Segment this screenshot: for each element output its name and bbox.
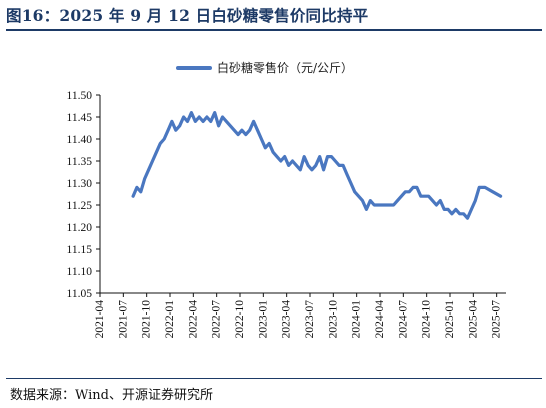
y-tick-label: 11.05 [67, 288, 93, 300]
y-tick-label: 11.45 [67, 112, 93, 124]
y-tick-label: 11.30 [67, 178, 93, 190]
footer-divider [6, 378, 542, 379]
x-tick-label: 2022-04 [187, 300, 199, 339]
x-tick-label: 2022-10 [234, 300, 246, 339]
chart-title: 图16：2025 年 9 月 12 日白砂糖零售价同比持平 [6, 6, 369, 25]
x-tick-label: 2024-01 [351, 300, 363, 339]
title-divider [6, 29, 542, 31]
x-tick-label: 2025-04 [467, 300, 479, 339]
y-tick-label: 11.20 [67, 222, 93, 234]
legend-label: 白砂糖零售价（元/公斤） [217, 60, 353, 75]
legend: 白砂糖零售价（元/公斤） [176, 60, 353, 75]
series-line-0 [131, 111, 503, 220]
y-axis: 11.50 11.45 11.40 11.35 11.30 11.25 11.20 11.15… [67, 90, 101, 300]
series-layer [131, 111, 503, 220]
x-axis: 2021-04 2021-07 2021-10 2022-01 2022-04 2022-… [94, 292, 506, 339]
x-tick-label: 2022-01 [164, 300, 176, 339]
x-tick-label: 2023-04 [281, 300, 293, 339]
x-tick-label: 2023-07 [304, 300, 316, 339]
x-tick-label: 2025-01 [444, 300, 456, 339]
x-tick-label: 2023-10 [327, 300, 339, 339]
x-tick-label: 2021-07 [117, 300, 129, 339]
x-tick-label: 2025-07 [491, 300, 503, 339]
y-tick-label: 11.35 [67, 156, 93, 168]
y-tick-label: 11.40 [67, 134, 93, 146]
x-tick-label: 2022-07 [211, 300, 223, 339]
x-tick-label: 2023-01 [257, 300, 269, 339]
x-tick-label: 2024-10 [421, 300, 433, 339]
x-tick-label: 2021-10 [141, 300, 153, 339]
y-tick-label: 11.15 [67, 244, 93, 256]
y-tick-label: 11.50 [67, 90, 93, 102]
y-tick-label: 11.25 [67, 200, 93, 212]
x-tick-label: 2024-07 [397, 300, 409, 339]
x-tick-label: 2024-04 [374, 300, 386, 339]
y-tick-label: 11.10 [67, 266, 93, 278]
source-note: 数据来源：Wind、开源证券研究所 [10, 388, 213, 403]
x-tick-label: 2021-04 [94, 300, 106, 339]
